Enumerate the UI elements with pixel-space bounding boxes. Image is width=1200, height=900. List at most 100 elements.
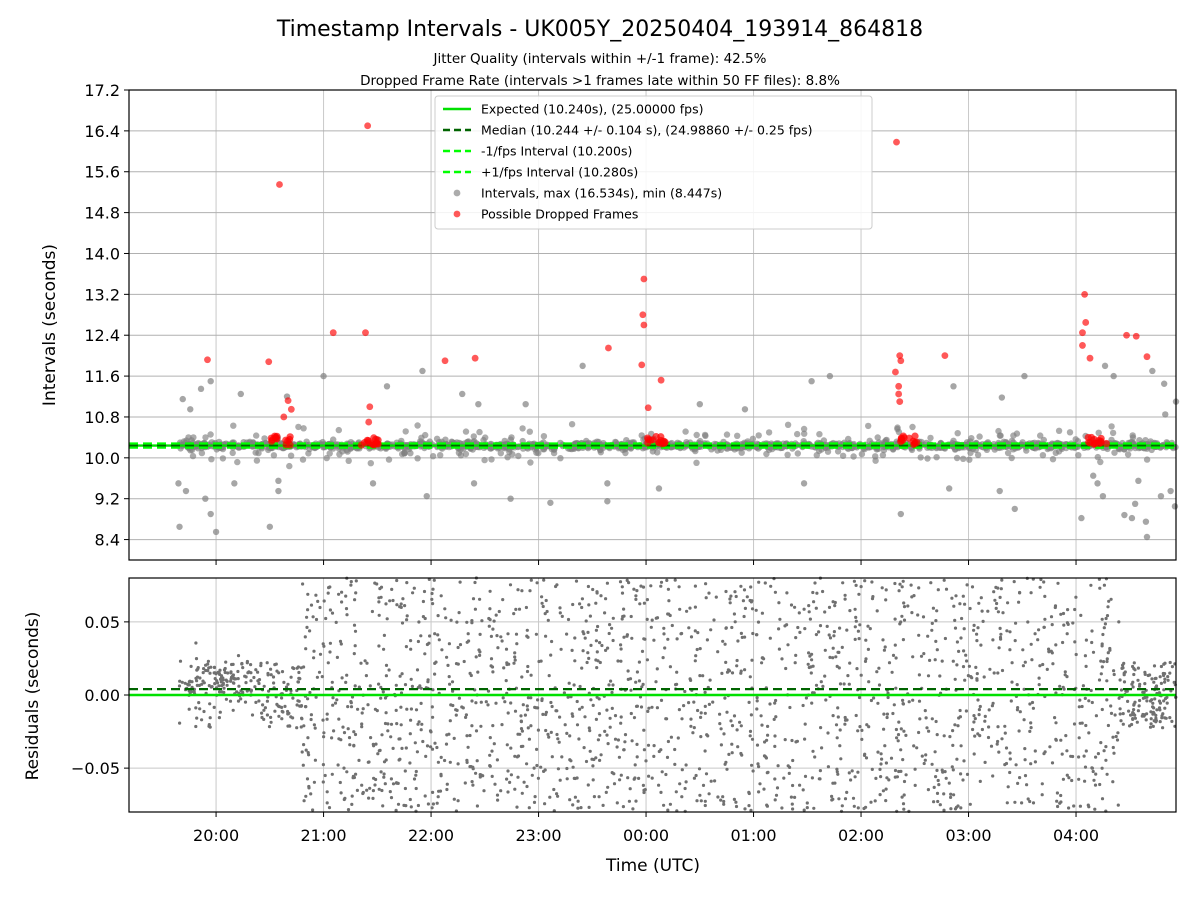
residual-point (183, 681, 187, 685)
residual-point (194, 724, 198, 729)
residual-point (964, 709, 969, 713)
residual-point (198, 676, 202, 680)
residual-point (972, 628, 976, 632)
residual-point (811, 590, 815, 595)
residual-point (857, 592, 861, 596)
residual-point (707, 702, 712, 707)
residual-point (1143, 696, 1147, 700)
residual-point (898, 622, 902, 626)
residual-point (1072, 804, 1076, 808)
x-tick-label: 01:00 (730, 826, 776, 845)
dropped-frame-point (644, 404, 652, 412)
interval-outlier-point (231, 480, 238, 487)
residual-point (361, 707, 365, 711)
residual-point (962, 649, 966, 653)
residual-point (863, 659, 868, 664)
residual-point (354, 772, 358, 776)
residual-point (766, 770, 770, 774)
residual-point (975, 632, 979, 636)
residual-point (594, 628, 599, 632)
residual-point (707, 591, 711, 595)
residual-point (1143, 713, 1147, 717)
residual-point (247, 670, 251, 674)
residual-point (930, 762, 934, 766)
dropped-frame-point (365, 418, 373, 426)
residual-point (828, 636, 833, 640)
residual-point (529, 724, 533, 728)
residual-point (388, 790, 392, 794)
residual-point (865, 723, 869, 727)
residual-point (1166, 678, 1170, 682)
interval-point (763, 450, 770, 458)
interval-point (967, 449, 974, 457)
residual-point (949, 792, 953, 796)
residual-point (1033, 749, 1037, 753)
residual-point (810, 776, 815, 780)
residual-point (513, 754, 517, 758)
residual-point (589, 643, 593, 648)
residual-point (857, 637, 861, 641)
residual-point (619, 715, 623, 719)
residual-point (322, 735, 326, 739)
residual-point (808, 654, 812, 658)
residual-point (286, 712, 290, 716)
residual-point (431, 790, 435, 795)
residual-point (997, 750, 1001, 754)
residual-point (390, 587, 394, 592)
residual-point (992, 590, 996, 594)
residual-point (763, 581, 767, 585)
residual-point (813, 755, 817, 759)
residual-point (1130, 722, 1134, 727)
residual-point (703, 690, 707, 695)
residual-point (373, 783, 377, 787)
dropped-frame-point (280, 413, 288, 421)
residual-point (972, 714, 976, 718)
residual-point (604, 790, 608, 795)
intervals-y-tick-label: 10.8 (84, 408, 120, 427)
residual-point (598, 733, 602, 737)
residual-point (921, 615, 926, 619)
residual-point (858, 725, 862, 729)
residual-point (1109, 597, 1113, 601)
residual-point (917, 730, 921, 735)
legend-entry-label: -1/fps Interval (10.200s) (481, 144, 632, 159)
residual-point (642, 790, 646, 795)
residual-point (735, 664, 739, 668)
residual-point (344, 607, 349, 611)
residual-point (703, 803, 707, 808)
residual-point (904, 773, 908, 777)
residual-point (793, 795, 797, 800)
residual-point (243, 700, 248, 704)
residual-point (560, 614, 564, 619)
residual-point (1136, 678, 1140, 682)
interval-outlier-point (369, 480, 377, 487)
residual-point (405, 614, 409, 618)
residual-point (662, 803, 666, 807)
residual-point (304, 748, 308, 752)
residual-point (634, 597, 638, 602)
residual-point (852, 804, 856, 808)
residual-point (206, 662, 210, 666)
residual-point (932, 800, 936, 804)
residual-point (291, 696, 295, 700)
residual-point (1124, 689, 1128, 693)
residual-point (979, 643, 983, 647)
x-tick-label: 03:00 (945, 826, 991, 845)
residual-point (384, 711, 388, 715)
residual-point (619, 659, 623, 663)
residual-point (991, 774, 995, 778)
residual-point (1059, 612, 1063, 616)
residual-point (1050, 651, 1054, 655)
residual-point (379, 770, 383, 774)
residual-point (623, 740, 627, 744)
interval-outlier-point (547, 499, 554, 506)
interval-outlier-point (266, 523, 274, 530)
residual-point (599, 753, 603, 757)
residual-point (913, 783, 917, 788)
residual-point (430, 806, 434, 810)
residual-point (450, 680, 455, 684)
residual-point (1010, 661, 1014, 665)
residual-point (445, 655, 449, 659)
residual-point (657, 749, 661, 754)
residual-point (739, 631, 744, 636)
